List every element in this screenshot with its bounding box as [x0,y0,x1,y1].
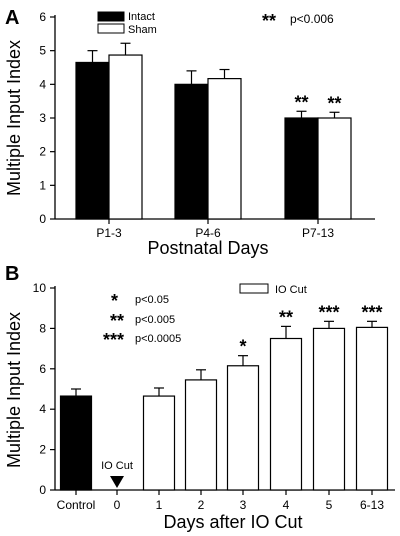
panel-b-x-tick-label: Control [57,498,96,512]
panel-a-x-tick-label: P1-3 [96,226,122,240]
legend-label-sham: Sham [128,24,157,36]
panel-b-significance-mark: * [239,337,246,357]
panel-b-significance-key: * p<0.05 ** p<0.005 *** p<0.0005 [103,291,181,350]
panel-a: A Multiple Input Index Postnatal Days In… [4,7,375,258]
panel-b-bar [312,327,346,491]
panel-b: B Multiple Input Index Days after IO Cut… [4,263,395,532]
panel-a-x-tick-label: P7-13 [302,226,334,240]
panel-a-annotation-stars: ** [262,11,276,31]
legend-swatch-intact [97,11,125,22]
panel-b-y-tick-label: 8 [39,321,46,335]
panel-a-bar-sham [108,54,143,220]
panel-a-y-tick-label: 0 [39,212,46,226]
panel-a-x-axis-label: Postnatal Days [147,238,268,258]
panel-a-y-tick-label: 2 [39,145,46,159]
panel-a-y-axis-label: Multiple Input Index [4,40,24,196]
panel-b-x-tick-label: 3 [240,498,247,512]
panel-b-x-tick-label: 5 [326,498,333,512]
panel-a-significance-mark: ** [294,92,308,112]
panel-b-bar [142,395,176,491]
panel-b-bar [184,379,218,491]
panel-b-bar [59,395,93,491]
panel-b-bar [355,326,389,491]
panel-a-bar-intact [284,117,319,220]
panel-b-significance-mark: ** [279,307,293,327]
panel-a-significance-mark: ** [327,93,341,113]
io-cut-arrow-icon [110,476,124,488]
panel-a-y-tick-label: 5 [39,44,46,58]
panel-b-x-tick-label: 0 [114,498,121,512]
panel-b-legend: IO Cut [239,283,307,296]
panel-b-x-tick-label: 4 [283,498,290,512]
sig-key-text-2: p<0.005 [135,314,175,326]
sig-key-stars-1: * [111,291,118,311]
panel-b-x-tick-label: 6-13 [360,498,384,512]
sig-key-stars-2: ** [110,311,124,331]
panel-a-annotation-text: p<0.006 [290,12,334,26]
panel-a-y-tick-label: 4 [39,77,46,91]
panel-a-y-tick-label: 3 [39,111,46,125]
legend-swatch-sham [97,23,125,34]
panel-b-label: B [5,263,19,285]
panel-b-event-marker: IO Cut [101,460,133,488]
sig-key-text-1: p<0.05 [135,294,169,306]
panel-b-y-tick-label: 6 [39,362,46,376]
panel-a-bar-sham [207,78,242,220]
panel-a-bar-intact [174,83,209,220]
panel-a-bar-sham [317,117,352,220]
panel-b-y-tick-label: 0 [39,483,46,497]
panel-a-y-tick-label: 6 [39,10,46,24]
panel-a-x-tick-label: P4-6 [195,226,221,240]
panel-b-bar [269,337,303,491]
legend-swatch-io-cut [239,283,269,294]
sig-key-stars-3: *** [103,330,124,350]
panel-b-significance-mark: *** [318,302,339,322]
panel-a-bar-intact [75,61,110,220]
panel-b-x-tick-label: 2 [198,498,205,512]
panel-a-label: A [5,7,19,29]
panel-b-x-tick-label: 1 [156,498,163,512]
panel-b-y-tick-label: 10 [33,281,47,295]
panel-a-legend: Intact Sham [97,11,157,36]
panel-a-y-tick-label: 1 [39,178,46,192]
panel-a-plot: 0 1 2 3 4 5 6 P1-3 P4-6 P7-13 ** ** [39,10,375,240]
io-cut-marker-label: IO Cut [101,460,133,472]
sig-key-text-3: p<0.0005 [135,333,181,345]
legend-label-io-cut: IO Cut [275,284,307,296]
panel-b-significance-mark: *** [361,302,382,322]
panel-b-y-axis-label: Multiple Input Index [4,312,24,468]
panel-b-y-tick-label: 2 [39,443,46,457]
panel-b-y-tick-label: 4 [39,402,46,416]
legend-label-intact: Intact [128,11,155,23]
panel-b-bar [226,365,260,491]
panel-b-x-axis-label: Days after IO Cut [163,512,302,532]
panel-a-annotation: ** p<0.006 [262,11,334,31]
